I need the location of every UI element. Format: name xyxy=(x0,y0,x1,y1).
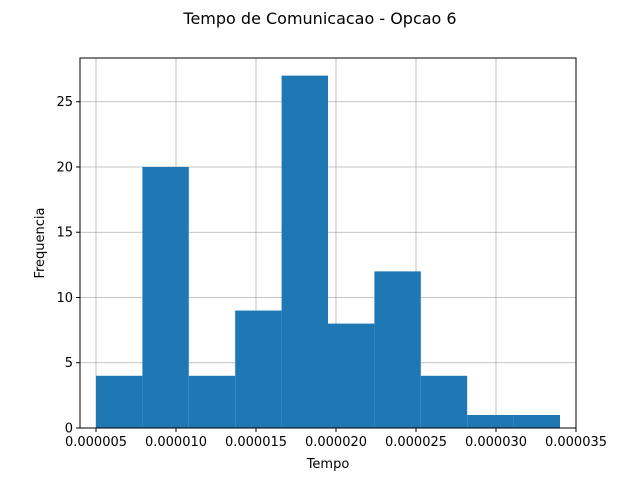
y-tick-label: 15 xyxy=(56,226,73,241)
histogram-bar xyxy=(513,414,560,428)
histogram-bar xyxy=(142,166,189,429)
plot-frame xyxy=(79,57,577,429)
histogram-bar xyxy=(328,323,375,428)
chart-title: Tempo de Comunicacao - Opcao 6 xyxy=(182,9,456,28)
y-tick-label: 25 xyxy=(56,95,73,110)
y-tick-label: 0 xyxy=(65,422,73,437)
y-axis-label: Frequencia xyxy=(33,207,48,278)
histogram-bar xyxy=(96,375,143,428)
histogram-bar xyxy=(374,271,421,428)
y-tick-label: 10 xyxy=(56,291,73,306)
histogram-bar xyxy=(420,375,468,428)
histogram-bar xyxy=(281,75,328,428)
x-tick-label: 0.000010 xyxy=(145,435,207,450)
histogram-bar xyxy=(467,414,514,428)
x-tick-label: 0.000015 xyxy=(225,435,287,450)
x-tick-label: 0.000035 xyxy=(545,435,607,450)
x-tick-label: 0.000025 xyxy=(385,435,447,450)
x-axis-label: Tempo xyxy=(306,457,350,472)
x-tick-label: 0.000005 xyxy=(65,435,127,450)
y-tick-label: 20 xyxy=(56,160,73,175)
histogram-bar xyxy=(188,375,236,428)
x-tick-label: 0.000030 xyxy=(465,435,527,450)
x-axis-ticks: 0.000005 0.000010 0.000015 0.000020 0.000025… xyxy=(65,428,607,450)
y-tick-label: 5 xyxy=(65,356,73,371)
histogram-bar xyxy=(235,310,282,428)
y-axis-ticks: 0 5 10 15 20 25 xyxy=(56,95,80,437)
x-tick-label: 0.000020 xyxy=(305,435,367,450)
histogram-bars xyxy=(96,75,560,429)
